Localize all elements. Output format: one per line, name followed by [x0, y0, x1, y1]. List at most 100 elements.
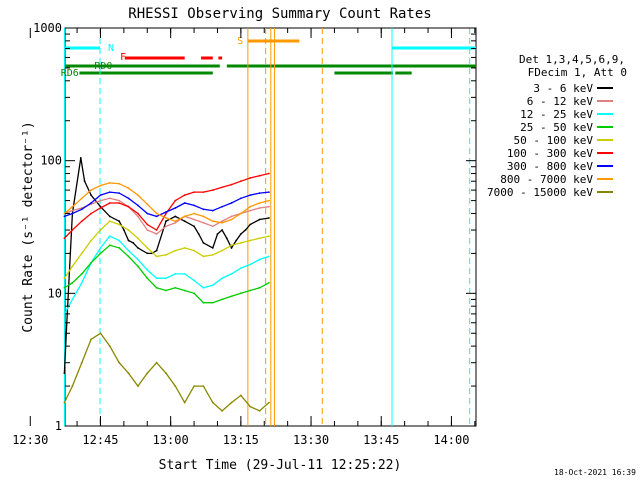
rd6-bar [334, 71, 393, 75]
y-tick-label: 1000 [33, 21, 62, 35]
data-point [230, 247, 233, 249]
data-point [211, 301, 214, 304]
data-point [71, 212, 74, 215]
x-axis-label: Start Time (29-Jul-11 12:25:22) [159, 458, 402, 473]
data-point [80, 273, 83, 275]
flare-bar [218, 56, 223, 60]
legend-entry-label: 300 - 800 keV [507, 160, 593, 173]
x-tick-label: 13:30 [293, 433, 329, 447]
data-point [230, 244, 233, 247]
data-point [137, 204, 139, 207]
data-point [230, 401, 233, 404]
data-point [118, 361, 121, 364]
data-point [183, 194, 186, 197]
data-point [80, 208, 83, 211]
data-point [174, 215, 177, 218]
data-point [258, 258, 261, 261]
data-point [118, 192, 121, 195]
saa-bar [247, 39, 300, 43]
data-point [249, 194, 252, 197]
data-point [193, 191, 196, 194]
data-point [183, 220, 186, 223]
data-point [127, 197, 130, 200]
data-point [165, 212, 167, 215]
data-point [268, 191, 270, 194]
data-point [202, 286, 205, 289]
night-label: N [108, 43, 114, 54]
data-point [183, 215, 186, 218]
data-point [90, 212, 92, 215]
data-point [193, 385, 196, 387]
data-point [80, 197, 83, 200]
data-point [83, 180, 86, 183]
data-point [230, 295, 233, 298]
data-point [165, 277, 167, 280]
data-point [258, 174, 261, 177]
flare-bar [124, 56, 185, 60]
plot-area: NF S RD0 RD6 1 10 100 1000 12:30 12:45 13:00 13:15… [12, 21, 477, 447]
data-point [90, 202, 92, 204]
data-point [127, 255, 130, 258]
data-point [211, 189, 214, 192]
data-point [258, 237, 261, 240]
x-tick-label: 14:00 [433, 433, 469, 447]
data-point [63, 286, 66, 289]
data-point [71, 229, 74, 231]
data-point [174, 385, 177, 387]
data-point [99, 207, 102, 209]
data-point [174, 221, 177, 224]
data-point [165, 225, 167, 228]
data-point [155, 229, 158, 231]
data-point [80, 281, 83, 284]
data-point [132, 242, 135, 244]
data-point [240, 197, 242, 200]
data-point [230, 218, 233, 221]
data-point [216, 233, 219, 235]
data-point [249, 177, 252, 179]
data-point [118, 220, 121, 223]
data-point [137, 237, 139, 240]
data-point [230, 273, 233, 275]
x-tick-label: 12:30 [12, 433, 48, 447]
data-point [240, 212, 242, 215]
data-point [202, 221, 205, 224]
data-point [211, 247, 214, 249]
data-point [221, 186, 224, 189]
data-point [268, 217, 270, 219]
data-point [249, 223, 252, 226]
data-point [137, 385, 139, 387]
data-point [235, 239, 238, 242]
data-point [108, 244, 111, 247]
night-bar [65, 46, 101, 50]
data-point [108, 202, 111, 204]
legend-entry-label: 25 - 50 keV [520, 121, 593, 134]
data-point [146, 229, 149, 231]
data-point [71, 265, 74, 268]
legend-entry-label: 50 - 100 keV [514, 134, 594, 147]
legend-header-2: FDecim 1, Att 0 [528, 66, 627, 79]
data-point [211, 225, 214, 228]
data-point [137, 247, 139, 249]
data-point [71, 209, 74, 212]
data-point [211, 209, 214, 212]
data-point [221, 229, 224, 231]
data-point [174, 220, 177, 223]
night-bar [392, 46, 476, 50]
x-tick-label: 12:45 [82, 433, 118, 447]
data-point [155, 212, 158, 215]
data-point [71, 385, 74, 387]
data-point [211, 220, 214, 223]
data-point [63, 215, 66, 218]
data-point [258, 410, 261, 412]
data-point [193, 249, 196, 252]
data-point [268, 235, 270, 238]
data-point [90, 338, 92, 341]
data-point [202, 191, 205, 194]
data-point [268, 205, 270, 208]
data-point [127, 187, 130, 190]
legend-entry-label: 800 - 7000 keV [500, 173, 593, 186]
data-point [240, 267, 242, 269]
data-point [146, 372, 149, 375]
rd6-bar [395, 71, 412, 75]
x-tick-label: 13:00 [153, 433, 189, 447]
